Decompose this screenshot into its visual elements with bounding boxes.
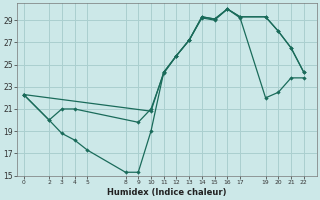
X-axis label: Humidex (Indice chaleur): Humidex (Indice chaleur) xyxy=(107,188,227,197)
